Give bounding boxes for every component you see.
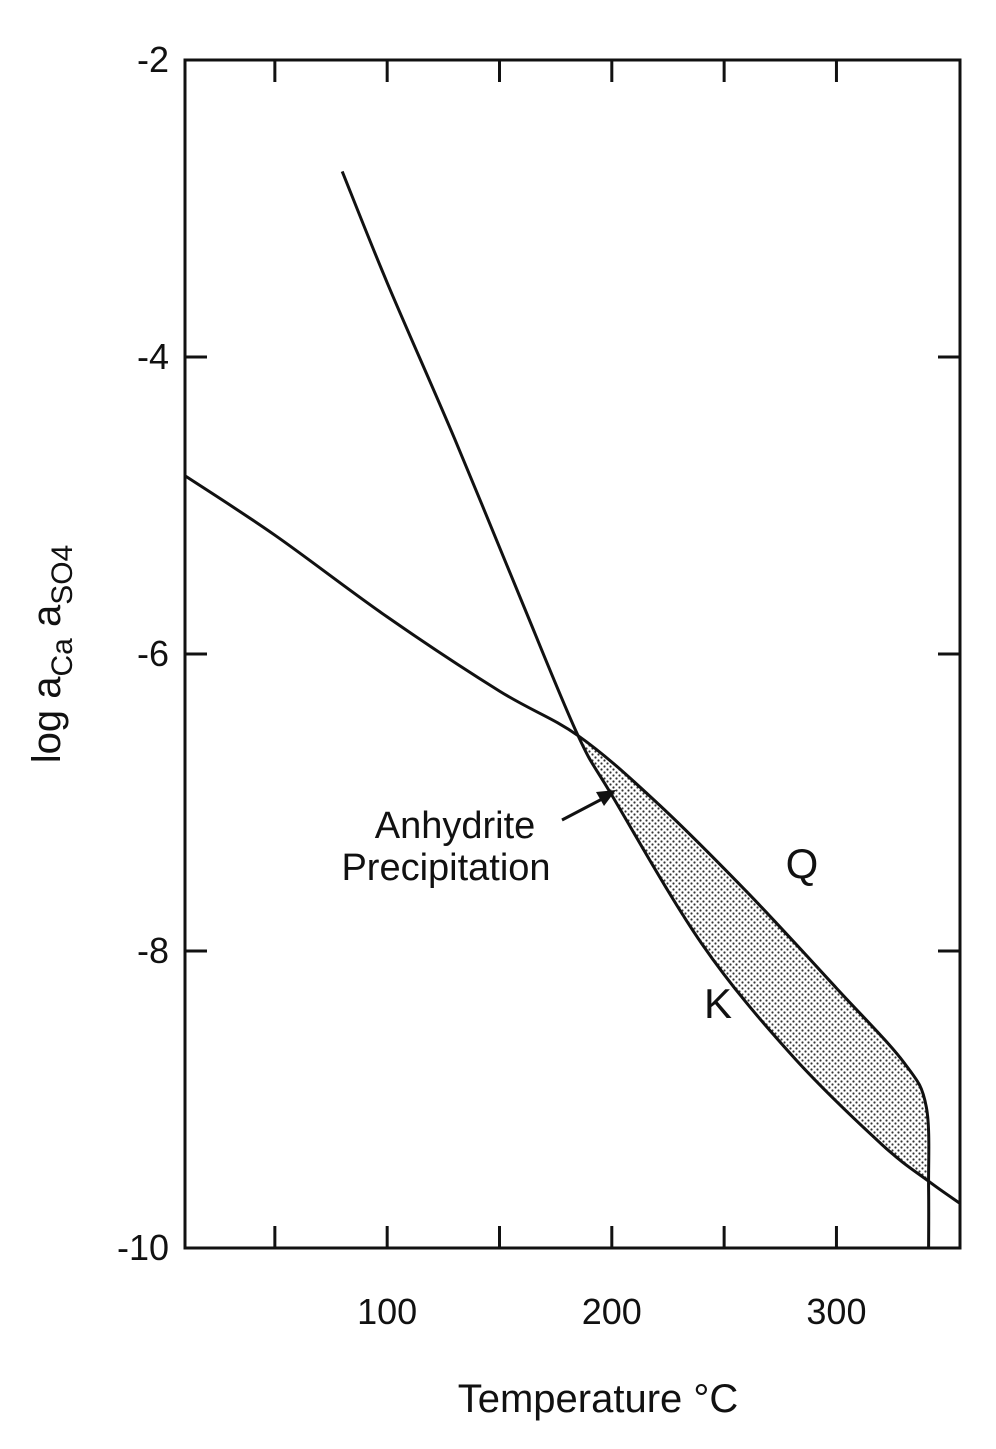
- y-axis-label: log aCa aSO4: [25, 545, 79, 764]
- series-line-k: [340, 170, 961, 1205]
- axis-ticks: 100 200 300 -2 -4 -6 -8 -10: [117, 39, 960, 1332]
- x-tick-label: 300: [806, 1291, 866, 1332]
- y-tick-label: -8: [137, 930, 169, 971]
- x-tick-label: 200: [582, 1291, 642, 1332]
- y-tick-label: -6: [137, 633, 169, 674]
- series-lines: [184, 170, 961, 1249]
- curve-label-k: K: [704, 980, 732, 1027]
- annotation-arrow: [561, 790, 616, 822]
- y-tick-label: -2: [137, 39, 169, 80]
- x-axis-label: Temperature °C: [458, 1377, 739, 1421]
- y-tick-label: -10: [117, 1227, 169, 1268]
- series-line-q: [184, 474, 931, 1249]
- curve-label-q: Q: [786, 840, 819, 887]
- annotation-anhydrite: Anhydrite: [375, 805, 536, 847]
- anhydrite-precipitation-region: [578, 735, 929, 1182]
- x-tick-label: 100: [357, 1291, 417, 1332]
- annotation-precipitation: Precipitation: [341, 847, 550, 889]
- y-tick-label: -4: [137, 336, 169, 377]
